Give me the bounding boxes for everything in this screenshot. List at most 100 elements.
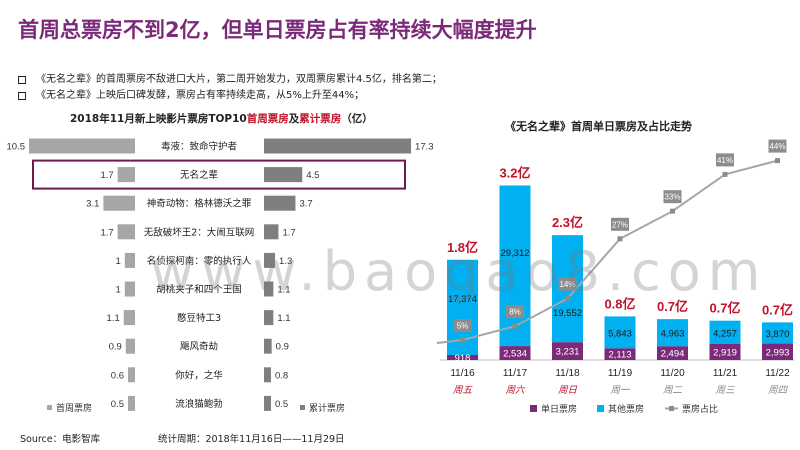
highlight-box bbox=[32, 159, 406, 190]
square-bullet-icon bbox=[18, 76, 26, 84]
daily-total-label: 0.7亿 bbox=[657, 299, 688, 314]
single-day-value: 2,919 bbox=[713, 348, 737, 359]
movie-category-label: 流浪猫鲍勃 bbox=[175, 398, 223, 410]
daily-total-label: 0.7亿 bbox=[762, 302, 793, 317]
cumulative-value: 1.1 bbox=[277, 313, 290, 324]
single-day-bar bbox=[552, 342, 583, 360]
share-label: 27% bbox=[612, 220, 628, 229]
x-tick-label: 11/21 bbox=[713, 368, 738, 379]
legend-swatch-cumulative bbox=[300, 405, 305, 410]
single-day-bar bbox=[762, 343, 793, 360]
share-point bbox=[565, 296, 570, 302]
source-note: Source：电影智库 bbox=[20, 434, 101, 445]
square-bullet-icon bbox=[18, 92, 26, 100]
movie-category-label: 憨豆特工3 bbox=[177, 312, 221, 324]
legend-label-single-day: 单日票房 bbox=[541, 403, 577, 415]
movie-category-label: 无敌破坏王2：大闹互联网 bbox=[144, 226, 255, 238]
x-tick-label: 11/17 bbox=[503, 368, 528, 379]
weekday-label: 周六 bbox=[505, 385, 526, 396]
movie-category-label: 神奇动物：格林德沃之罪 bbox=[147, 198, 252, 210]
first-week-bar bbox=[124, 252, 135, 268]
share-label-box bbox=[558, 277, 577, 291]
share-label: 5% bbox=[457, 322, 469, 331]
other-value: 4,963 bbox=[661, 329, 685, 340]
single-day-bar bbox=[657, 346, 688, 360]
x-tick-label: 11/22 bbox=[765, 368, 790, 379]
bullet-item: 《无名之辈》上映后口碑发酵，票房占有率持续走高，从5%上升至44%； bbox=[18, 88, 442, 104]
single-day-value: 2,113 bbox=[608, 350, 631, 361]
first-week-value: 0.5 bbox=[111, 399, 124, 410]
share-point bbox=[617, 236, 623, 242]
first-week-bar bbox=[29, 138, 135, 154]
single-day-value: 2,993 bbox=[766, 347, 790, 358]
page-title: 首周总票房不到2亿，但单日票房占有率持续大幅度提升 bbox=[18, 18, 537, 42]
first-week-value: 1.7 bbox=[100, 227, 113, 238]
daily-total-label: 1.8亿 bbox=[447, 240, 478, 255]
first-week-bar bbox=[123, 310, 135, 326]
weekday-label: 周三 bbox=[715, 385, 736, 396]
legend-label-other: 其他票房 bbox=[608, 403, 644, 415]
other-box-office-bar bbox=[604, 316, 636, 349]
first-week-value: 0.6 bbox=[111, 370, 124, 381]
share-label-box bbox=[453, 319, 472, 332]
legend-swatch-other bbox=[597, 405, 604, 412]
left-title-and: 及 bbox=[288, 113, 300, 125]
share-label: 41% bbox=[717, 156, 733, 165]
left-title-cumulative: 累计票房 bbox=[299, 113, 342, 125]
first-week-value: 1.1 bbox=[107, 313, 120, 324]
other-value: 4,257 bbox=[713, 328, 737, 339]
movie-category-label: 毒液：致命守护者 bbox=[161, 141, 237, 153]
period-note: 统计周期：2018年11月16日——11月29日 bbox=[158, 434, 345, 445]
share-label-box bbox=[506, 305, 524, 319]
weekday-label: 周一 bbox=[610, 385, 631, 396]
cumulative-bar bbox=[264, 195, 296, 211]
other-value: 17,374 bbox=[448, 294, 477, 305]
share-label-box bbox=[663, 190, 682, 204]
daily-total-label: 2.3亿 bbox=[552, 215, 583, 230]
cumulative-value: 0.9 bbox=[276, 342, 289, 353]
share-label: 14% bbox=[559, 280, 575, 289]
weekday-label: 周日 bbox=[558, 385, 578, 396]
first-week-bar bbox=[125, 338, 135, 354]
other-box-office-bar bbox=[657, 319, 688, 347]
weekday-label: 周五 bbox=[453, 385, 474, 396]
first-week-bar bbox=[128, 395, 135, 411]
left-title-part: 2018年11月新上映影片票房TOP10 bbox=[70, 113, 247, 125]
cumulative-value: 3.7 bbox=[299, 199, 312, 210]
first-week-value: 1 bbox=[116, 256, 121, 267]
cumulative-value: 1.1 bbox=[277, 285, 290, 296]
bullet-text: 《无名之辈》上映后口碑发酵，票房占有率持续走高，从5%上升至44%； bbox=[36, 90, 365, 101]
weekday-label: 周四 bbox=[768, 385, 789, 396]
weekday-label: 周二 bbox=[663, 385, 683, 396]
other-box-office-bar bbox=[499, 185, 531, 347]
share-point bbox=[460, 337, 465, 343]
cumulative-value: 0.5 bbox=[275, 399, 288, 410]
cumulative-bar bbox=[264, 338, 272, 354]
movie-category-label: 无名之辈 bbox=[180, 169, 219, 181]
other-box-office-bar bbox=[762, 322, 793, 344]
share-label: 8% bbox=[509, 308, 521, 317]
single-day-value: 2,534 bbox=[503, 349, 527, 360]
first-week-bar bbox=[103, 195, 135, 211]
cumulative-bar bbox=[264, 310, 274, 326]
cumulative-bar bbox=[264, 252, 276, 268]
x-tick-label: 11/19 bbox=[608, 368, 633, 379]
first-week-bar bbox=[124, 281, 135, 297]
single-day-bar bbox=[709, 344, 741, 360]
first-week-bar bbox=[117, 224, 135, 240]
right-chart-title: 《无名之辈》首周单日票房及占比走势 bbox=[505, 120, 692, 133]
x-tick-label: 11/20 bbox=[660, 368, 685, 379]
other-value: 29,312 bbox=[500, 248, 529, 259]
other-value: 5,843 bbox=[608, 328, 632, 339]
bullet-text: 《无名之辈》的首周票房不敌进口大片，第二周开始发力，双周票房累计4.5亿，排名第… bbox=[36, 74, 442, 85]
single-day-bar bbox=[447, 354, 478, 360]
cumulative-bar bbox=[264, 395, 271, 411]
share-point bbox=[775, 158, 780, 164]
daily-total-label: 0.8亿 bbox=[604, 296, 635, 311]
cumulative-bar bbox=[264, 138, 412, 154]
share-label: 33% bbox=[664, 193, 680, 202]
other-value: 3,870 bbox=[766, 329, 790, 340]
movie-category-label: 飓风奇劫 bbox=[180, 341, 218, 353]
